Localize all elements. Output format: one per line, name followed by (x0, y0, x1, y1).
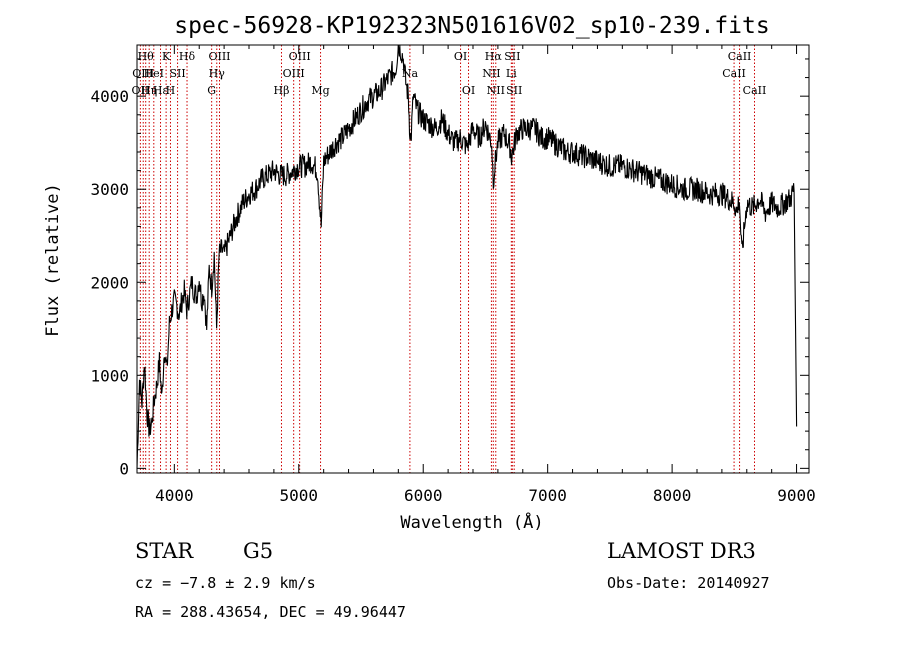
x-tick-label: 4000 (155, 486, 194, 505)
plot-frame (136, 44, 810, 474)
survey-label: LAMOST DR3 (607, 539, 756, 563)
line-label: SII (169, 67, 185, 80)
chart-title: spec-56928-KP192323N501616V02_sp10-239.f… (174, 13, 769, 39)
line-label: Hβ (274, 84, 290, 97)
x-tick-label: 5000 (280, 486, 319, 505)
spectrum-line (136, 44, 798, 469)
line-label: OI (454, 50, 467, 63)
line-label: Mg (311, 84, 329, 97)
y-axis-ticks: 0 1000 2000 3000 4000 (90, 58, 809, 478)
y-tick-label: 0 (119, 459, 129, 478)
object-class: STAR (135, 539, 194, 563)
x-tick-label: 7000 (528, 486, 567, 505)
line-label: OIII (283, 67, 305, 80)
line-markers (139, 45, 755, 473)
y-tick-label: 2000 (90, 273, 129, 292)
line-label: CaII (728, 50, 752, 63)
line-label: OIII (289, 50, 311, 63)
line-label: Hε (153, 84, 169, 97)
line-label: NII (482, 67, 500, 80)
x-tick-label: 6000 (404, 486, 443, 505)
coordinates: RA = 288.43654, DEC = 49.96447 (135, 603, 406, 621)
line-label: OI (462, 84, 475, 97)
line-label: OII (132, 84, 150, 97)
line-label: SII (504, 50, 520, 63)
observation-date: Obs-Date: 20140927 (607, 574, 770, 592)
line-label: OIII (208, 50, 230, 63)
line-label: CaII (722, 67, 746, 80)
line-label: K (162, 50, 171, 63)
y-tick-label: 4000 (90, 87, 129, 106)
line-label: HeI (144, 67, 164, 80)
redshift-velocity: cz = −7.8 ± 2.9 km/s (135, 574, 316, 592)
x-axis-label: Wavelength (Å) (400, 511, 543, 533)
x-tick-label: 9000 (777, 486, 816, 505)
y-tick-label: 3000 (90, 180, 129, 199)
line-label: Hδ (179, 50, 196, 63)
line-label: OIII (132, 67, 154, 80)
spectral-subclass: G5 (243, 539, 274, 563)
x-axis-ticks: 4000 5000 6000 7000 8000 9000 (155, 45, 816, 505)
y-axis-label: Flux (relative) (43, 183, 63, 337)
line-label: Hα (485, 50, 503, 63)
line-labels: OII OIII Hθ Hη HeI Hε K H SII Hδ G Hγ OIII Hβ OIII OIII… (132, 50, 767, 97)
line-label: H (166, 84, 176, 97)
line-label: Hθ (138, 50, 155, 63)
line-label: G (207, 84, 216, 97)
line-label: SII (506, 84, 522, 97)
line-label: Hγ (209, 67, 226, 80)
x-tick-label: 8000 (653, 486, 692, 505)
y-tick-label: 1000 (90, 366, 129, 385)
line-label: NII (487, 84, 505, 97)
line-label: Li (506, 67, 517, 80)
line-label: Hη (141, 84, 157, 97)
line-label: CaII (743, 84, 767, 97)
